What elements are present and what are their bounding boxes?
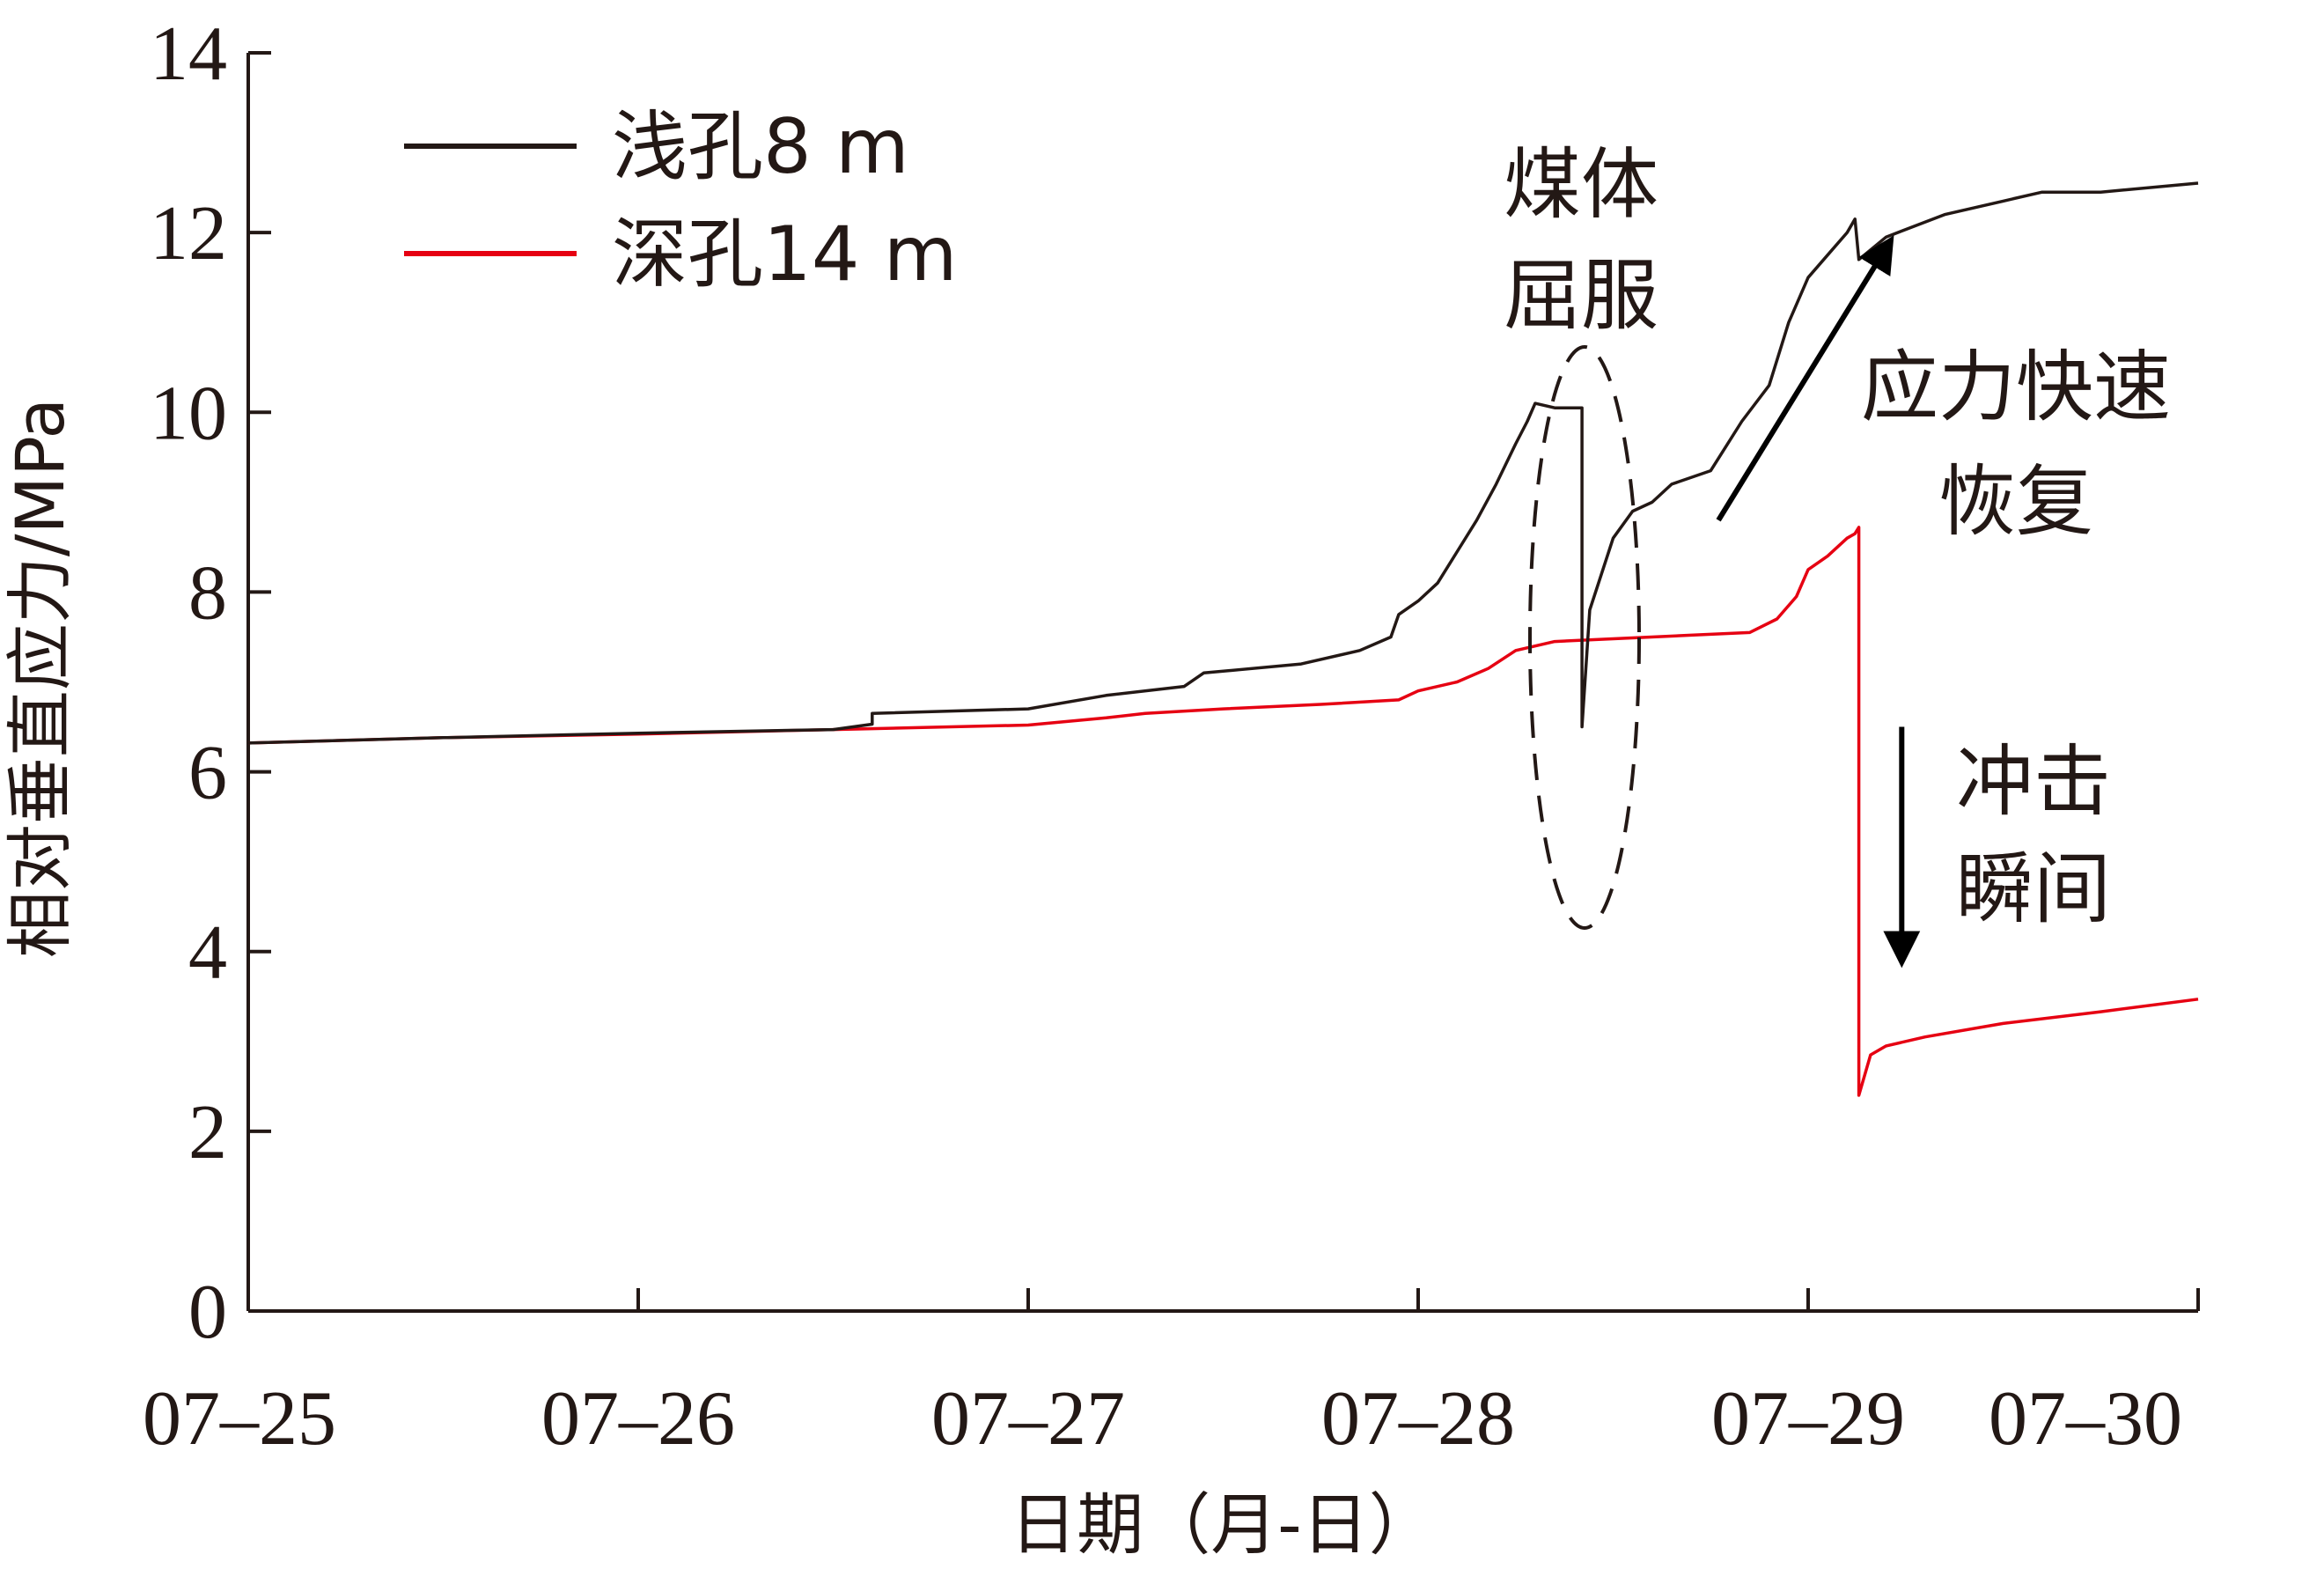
- x-tick-label: 07–25: [143, 1376, 336, 1462]
- y-tick-label: 6: [188, 731, 227, 816]
- annotation-stress-recovery-line1: 应力快速: [1861, 342, 2171, 432]
- annotation-coal-yield-line2: 屈服: [1504, 250, 1658, 341]
- annotation-coal-yield: 煤体 屈服: [1504, 139, 1658, 930]
- x-axis-title: 日期（月-日）: [1010, 1485, 1435, 1564]
- legend-label-deep-hole: 深孔14 m: [612, 210, 958, 298]
- arrow-up-icon: [1716, 235, 1894, 522]
- y-tick-label: 8: [188, 550, 227, 636]
- y-tick-label: 10: [150, 371, 227, 456]
- annotation-stress-recovery-line2: 恢复: [1938, 456, 2093, 547]
- y-tick-label: 2: [188, 1090, 227, 1175]
- annotation-stress-recovery: 应力快速 恢复: [1716, 235, 2171, 547]
- y-axis-title: 相对垂直应力/MPa: [1, 398, 79, 958]
- x-ticks: 07–25 07–26 07–27 07–28 07–29 07–30: [143, 1288, 2200, 1462]
- y-tick-label: 12: [150, 191, 227, 276]
- series-line-shallow-hole: [247, 181, 2199, 745]
- y-tick-label: 4: [188, 910, 227, 996]
- annotation-impact-moment-line2: 瞬间: [1956, 843, 2111, 934]
- x-tick-label: 07–27: [931, 1376, 1125, 1462]
- x-tick-label: 07–30: [1989, 1376, 2182, 1462]
- yield-dashed-ellipse: [1528, 345, 1641, 930]
- legend: 浅孔8 m 深孔14 m: [404, 103, 958, 298]
- x-tick-label: 07–29: [1711, 1376, 1905, 1462]
- x-tick-label: 07–26: [541, 1376, 735, 1462]
- y-tick-label: 0: [188, 1270, 227, 1355]
- annotation-coal-yield-line1: 煤体: [1504, 139, 1658, 230]
- series-line-deep-hole: [247, 526, 2199, 1097]
- y-ticks: 0 2 4 6 8 10 12 14: [150, 11, 271, 1355]
- x-tick-label: 07–28: [1321, 1376, 1515, 1462]
- annotation-impact-moment-line1: 冲击: [1956, 736, 2111, 827]
- annotation-impact-moment: 冲击 瞬间: [1883, 726, 2111, 969]
- legend-label-shallow-hole: 浅孔8 m: [612, 103, 909, 191]
- y-tick-label: 14: [150, 11, 227, 97]
